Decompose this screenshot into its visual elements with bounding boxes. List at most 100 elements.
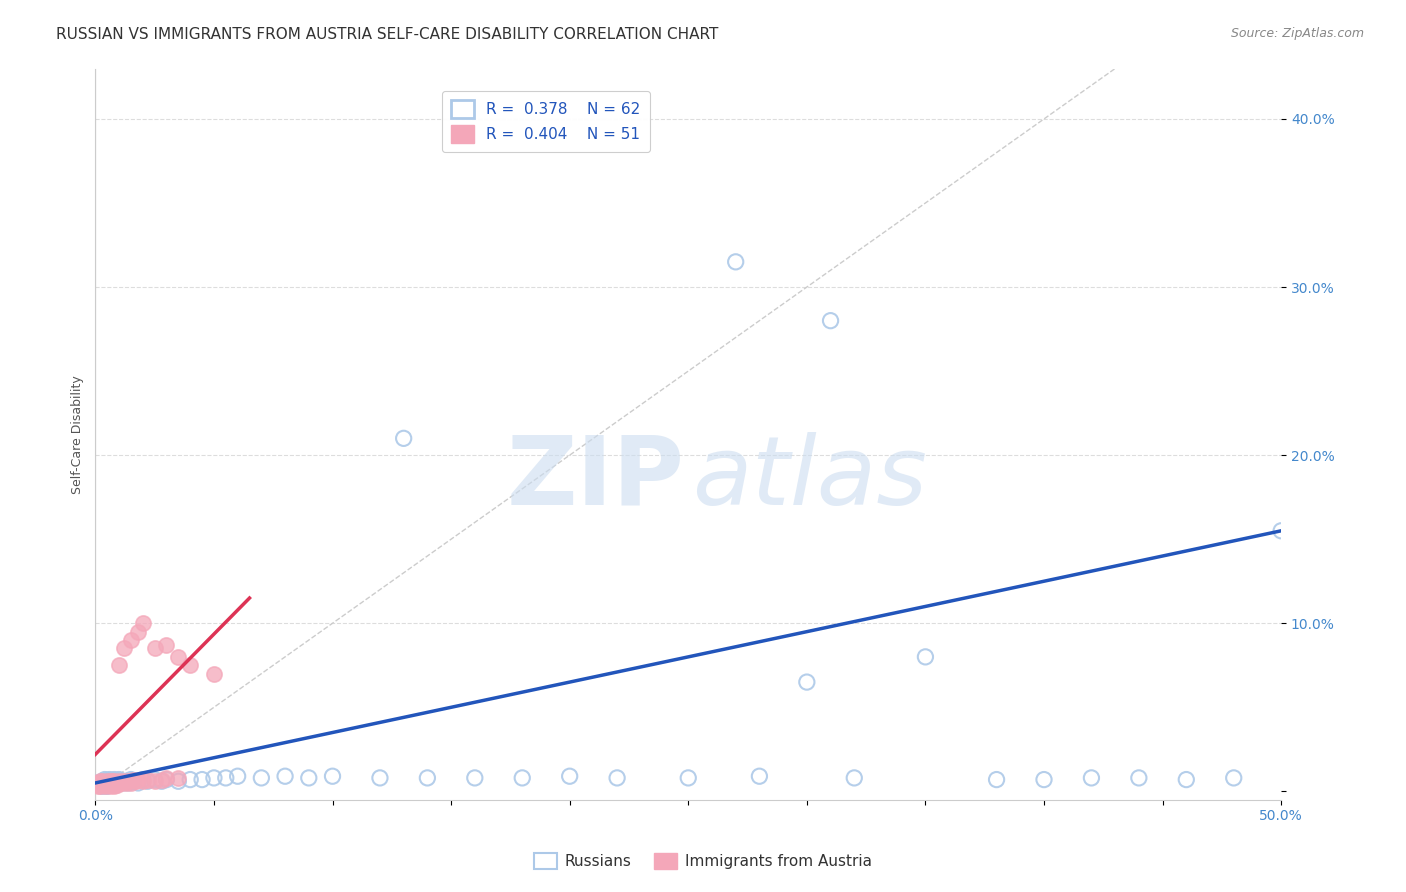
Point bbox=[108, 776, 131, 790]
Point bbox=[91, 774, 114, 789]
Point bbox=[1175, 772, 1198, 787]
Point bbox=[724, 255, 747, 269]
Y-axis label: Self-Care Disability: Self-Care Disability bbox=[72, 375, 84, 493]
Point bbox=[101, 776, 124, 790]
Point bbox=[132, 774, 155, 789]
Point bbox=[101, 774, 124, 789]
Point bbox=[91, 778, 114, 792]
Point bbox=[87, 776, 110, 790]
Point bbox=[96, 774, 118, 789]
Point bbox=[98, 774, 121, 789]
Point bbox=[89, 780, 111, 794]
Point bbox=[250, 771, 273, 785]
Point bbox=[167, 649, 190, 664]
Point bbox=[108, 774, 131, 789]
Point bbox=[110, 776, 132, 790]
Point bbox=[1033, 772, 1056, 787]
Point bbox=[112, 641, 135, 656]
Point bbox=[117, 774, 139, 789]
Point bbox=[122, 774, 145, 789]
Point bbox=[678, 771, 700, 785]
Point bbox=[155, 638, 177, 652]
Point bbox=[558, 769, 581, 783]
Point bbox=[108, 658, 131, 673]
Point bbox=[115, 774, 138, 789]
Point bbox=[98, 778, 121, 792]
Point bbox=[94, 776, 117, 790]
Text: ZIP: ZIP bbox=[506, 432, 685, 524]
Point bbox=[105, 776, 128, 790]
Point bbox=[103, 780, 125, 794]
Point bbox=[124, 774, 146, 789]
Point bbox=[167, 774, 190, 789]
Point bbox=[127, 776, 149, 790]
Point bbox=[105, 778, 128, 792]
Point bbox=[96, 780, 118, 794]
Point bbox=[1128, 771, 1150, 785]
Point bbox=[122, 772, 145, 787]
Point bbox=[98, 776, 121, 790]
Point bbox=[127, 624, 149, 639]
Point bbox=[105, 778, 128, 792]
Point bbox=[143, 641, 166, 656]
Point bbox=[155, 772, 177, 787]
Point bbox=[191, 772, 214, 787]
Point bbox=[136, 772, 159, 787]
Point bbox=[101, 778, 124, 792]
Point bbox=[110, 774, 132, 789]
Point bbox=[986, 772, 1008, 787]
Point bbox=[127, 772, 149, 787]
Point bbox=[120, 633, 142, 648]
Point bbox=[101, 774, 124, 789]
Point bbox=[112, 774, 135, 789]
Point bbox=[143, 772, 166, 787]
Point bbox=[132, 772, 155, 787]
Point bbox=[202, 666, 225, 681]
Point bbox=[136, 774, 159, 789]
Point bbox=[103, 772, 125, 787]
Point bbox=[226, 769, 249, 783]
Point bbox=[94, 772, 117, 787]
Point bbox=[101, 778, 124, 792]
Point bbox=[274, 769, 297, 783]
Point bbox=[150, 774, 173, 789]
Point bbox=[94, 776, 117, 790]
Point bbox=[87, 780, 110, 794]
Point bbox=[89, 774, 111, 789]
Point bbox=[94, 778, 117, 792]
Point bbox=[132, 616, 155, 631]
Point bbox=[89, 778, 111, 792]
Point bbox=[103, 776, 125, 790]
Point bbox=[117, 776, 139, 790]
Point bbox=[120, 772, 142, 787]
Point bbox=[103, 778, 125, 792]
Point bbox=[1222, 771, 1244, 785]
Point bbox=[89, 778, 111, 792]
Point bbox=[105, 774, 128, 789]
Point bbox=[91, 780, 114, 794]
Point bbox=[108, 776, 131, 790]
Point bbox=[796, 675, 818, 690]
Point bbox=[179, 658, 201, 673]
Point bbox=[96, 778, 118, 792]
Point bbox=[321, 769, 343, 783]
Point bbox=[91, 774, 114, 789]
Point bbox=[103, 774, 125, 789]
Point bbox=[215, 771, 238, 785]
Point bbox=[392, 431, 415, 445]
Text: Source: ZipAtlas.com: Source: ZipAtlas.com bbox=[1230, 27, 1364, 40]
Point bbox=[820, 313, 842, 327]
Point bbox=[510, 771, 533, 785]
Point bbox=[98, 772, 121, 787]
Point bbox=[96, 776, 118, 790]
Legend: R =  0.378    N = 62, R =  0.404    N = 51: R = 0.378 N = 62, R = 0.404 N = 51 bbox=[441, 91, 650, 152]
Point bbox=[96, 778, 118, 792]
Point bbox=[606, 771, 628, 785]
Point bbox=[112, 776, 135, 790]
Point bbox=[1270, 524, 1292, 538]
Point bbox=[120, 776, 142, 790]
Point bbox=[464, 771, 486, 785]
Point bbox=[94, 780, 117, 794]
Point bbox=[179, 772, 201, 787]
Point bbox=[98, 780, 121, 794]
